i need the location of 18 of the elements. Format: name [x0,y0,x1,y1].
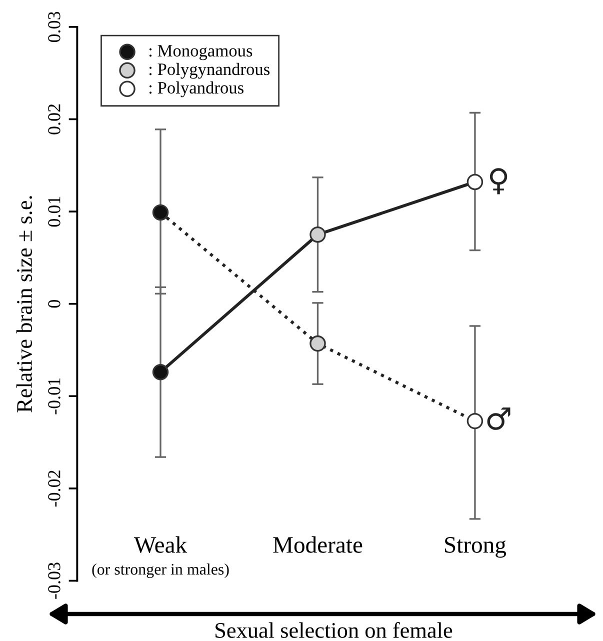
legend-label: : Polyandrous [149,81,244,98]
legend-label: : Monogamous [149,45,252,60]
y-axis-title: Relative brain size ± s.e. [16,196,32,412]
x-tick-label: Strong [445,536,506,558]
x-axis-title: Sexual selection on female [216,622,452,638]
y-tick-label: -0.01 [48,378,60,414]
y-tick-label: -0.02 [48,470,60,507]
x-tick-label: Moderate [273,536,362,553]
y-tick-label: 0.03 [48,12,60,42]
x-tick-label: Weak [134,536,188,554]
series-label: ♀ [490,168,508,194]
y-tick-label: -0.03 [48,562,60,599]
legend-label: : Polygynandrous [149,62,270,79]
y-tick-label: 0.01 [48,196,60,227]
y-tick-label: 0.02 [48,104,60,134]
series-label: ♂ [487,407,510,430]
annotation: (or stronger in males) [92,563,229,578]
y-tick-label: 0 [48,300,60,308]
